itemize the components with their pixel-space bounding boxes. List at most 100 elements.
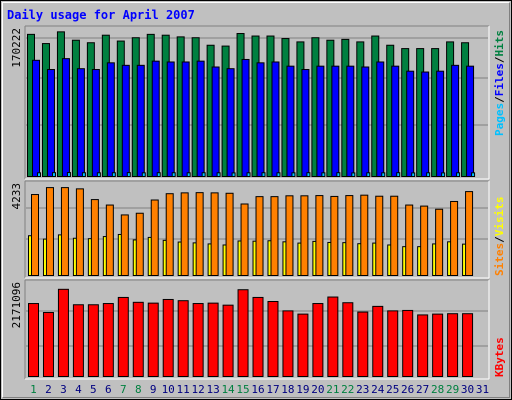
files-bar-21 bbox=[331, 65, 340, 177]
files-bar-17 bbox=[271, 61, 280, 177]
files-bar-1 bbox=[32, 59, 40, 177]
pages-bar-19 bbox=[306, 172, 311, 178]
files-bar-20 bbox=[316, 65, 325, 177]
sites-bar-9 bbox=[150, 199, 159, 277]
kbytes-bar-7 bbox=[117, 296, 129, 378]
kbytes-bar-3 bbox=[57, 288, 69, 377]
day-label-9: 9 bbox=[150, 383, 157, 396]
day-label-26: 26 bbox=[401, 383, 414, 396]
pages-bar-22 bbox=[351, 172, 356, 178]
pages-bar-13 bbox=[216, 172, 221, 178]
kbytes-bar-10 bbox=[162, 298, 174, 377]
files-bar-5 bbox=[91, 69, 100, 177]
legend-hits-files-pages-part-1: / bbox=[493, 96, 506, 103]
pages-bar-10 bbox=[171, 172, 176, 178]
files-bar-25 bbox=[391, 65, 400, 177]
y-max-label-1: 170222 bbox=[10, 28, 23, 68]
kbytes-bar-27 bbox=[417, 314, 429, 378]
files-bar-4 bbox=[76, 68, 85, 177]
kbytes-bar-15 bbox=[237, 289, 249, 377]
pages-bar-23 bbox=[366, 172, 371, 178]
sites-bar-23 bbox=[360, 194, 369, 276]
day-label-21: 21 bbox=[326, 383, 339, 396]
pages-bar-15 bbox=[246, 172, 251, 178]
sites-bar-7 bbox=[120, 214, 129, 277]
files-bar-14 bbox=[226, 68, 235, 177]
sites-bar-2 bbox=[45, 187, 54, 277]
pages-bar-8 bbox=[141, 172, 146, 178]
files-bar-16 bbox=[256, 62, 265, 177]
day-label-15: 15 bbox=[236, 383, 249, 396]
files-bar-19 bbox=[301, 69, 310, 177]
pages-bar-25 bbox=[396, 172, 401, 178]
day-label-6: 6 bbox=[105, 383, 112, 396]
legend-visits-sites-part-2: Visits bbox=[493, 197, 506, 237]
kbytes-bar-29 bbox=[447, 313, 459, 378]
pages-bar-29 bbox=[456, 172, 461, 178]
day-label-13: 13 bbox=[206, 383, 219, 396]
day-label-22: 22 bbox=[341, 383, 354, 396]
sites-bar-20 bbox=[315, 195, 324, 276]
sites-bar-21 bbox=[330, 195, 339, 276]
pages-bar-1 bbox=[37, 172, 41, 178]
kbytes-bar-16 bbox=[252, 296, 264, 378]
files-bar-13 bbox=[211, 66, 220, 177]
pages-bar-26 bbox=[411, 172, 416, 178]
legend-hits-files-pages-part-2: Files bbox=[493, 63, 506, 96]
kbytes-bar-8 bbox=[132, 301, 144, 377]
kbytes-bar-17 bbox=[267, 301, 279, 378]
sites-bar-8 bbox=[135, 212, 144, 276]
day-label-16: 16 bbox=[251, 383, 264, 396]
legend-visits-sites-part-0: Sites bbox=[493, 243, 506, 276]
sites-bar-26 bbox=[405, 204, 414, 276]
day-label-19: 19 bbox=[296, 383, 309, 396]
pages-bar-12 bbox=[201, 172, 206, 178]
sites-bar-13 bbox=[210, 192, 219, 276]
sites-bar-29 bbox=[450, 200, 459, 276]
sites-bar-18 bbox=[285, 195, 294, 277]
legend-hits-files-pages-part-0: Pages bbox=[493, 103, 506, 136]
legend-visits-sites-part-1: / bbox=[493, 236, 506, 243]
kbytes-bar-18 bbox=[282, 310, 294, 377]
pages-bar-27 bbox=[426, 172, 431, 178]
day-label-29: 29 bbox=[446, 383, 459, 396]
day-label-25: 25 bbox=[386, 383, 399, 396]
day-label-7: 7 bbox=[120, 383, 127, 396]
sites-bar-14 bbox=[225, 192, 234, 277]
day-label-2: 2 bbox=[45, 383, 52, 396]
kbytes-bar-23 bbox=[357, 311, 369, 377]
files-bar-6 bbox=[106, 62, 115, 177]
files-bar-12 bbox=[196, 60, 205, 178]
day-label-4: 4 bbox=[75, 383, 82, 396]
legend-kbytes-part-0: KBytes bbox=[493, 337, 506, 377]
day-label-14: 14 bbox=[221, 383, 235, 396]
sites-bar-22 bbox=[345, 195, 354, 276]
kbytes-bar-20 bbox=[312, 303, 324, 377]
files-bar-28 bbox=[436, 70, 445, 177]
sites-bar-15 bbox=[240, 203, 249, 277]
pages-bar-6 bbox=[111, 172, 116, 178]
day-label-20: 20 bbox=[311, 383, 324, 396]
pages-bar-30 bbox=[471, 172, 476, 178]
kbytes-bar-19 bbox=[297, 313, 309, 378]
sites-bar-28 bbox=[435, 208, 444, 276]
pages-bar-3 bbox=[66, 172, 71, 177]
chart-title: Daily usage for April 2007 bbox=[7, 8, 195, 22]
pages-bar-14 bbox=[231, 172, 236, 178]
sites-bar-4 bbox=[75, 188, 84, 276]
kbytes-bar-30 bbox=[462, 313, 474, 378]
day-label-27: 27 bbox=[416, 383, 429, 396]
pages-bar-16 bbox=[261, 172, 266, 178]
pages-bar-7 bbox=[126, 172, 131, 177]
day-label-23: 23 bbox=[356, 383, 369, 396]
y-max-label-2: 4233 bbox=[10, 183, 23, 210]
files-bar-24 bbox=[376, 61, 385, 177]
kbytes-bar-1 bbox=[28, 303, 39, 377]
files-bar-27 bbox=[421, 71, 430, 177]
sites-bar-3 bbox=[60, 187, 69, 277]
sites-bar-12 bbox=[195, 192, 204, 276]
day-label-11: 11 bbox=[177, 383, 190, 396]
day-label-17: 17 bbox=[266, 383, 279, 396]
sites-bar-30 bbox=[465, 191, 474, 276]
